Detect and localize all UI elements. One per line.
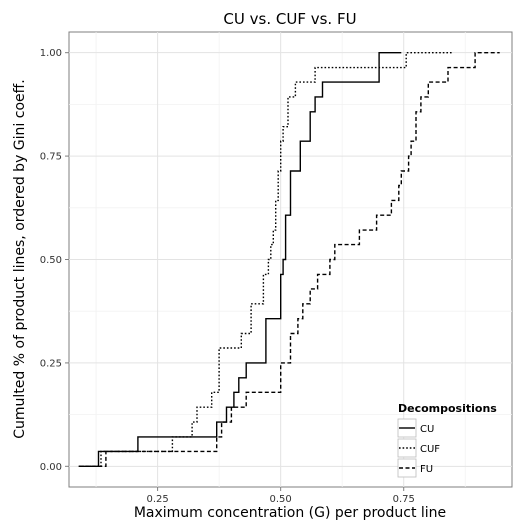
series-group — [78, 52, 500, 467]
legend: Decompositions CU CUF FU — [397, 402, 497, 478]
series-line-fu — [78, 52, 500, 467]
grid — [69, 32, 512, 487]
legend-title: Decompositions — [398, 402, 497, 415]
x-tick-label: 0.75 — [393, 494, 415, 505]
y-axis-label: Cumulted % of product lines, ordered by … — [12, 79, 28, 438]
y-tick-label: 0.50 — [40, 255, 62, 266]
axis-ticks: 0.25 0.50 0.75 0.00 0.25 0.50 0.75 1.00 — [40, 48, 415, 505]
series-line-cu — [78, 52, 402, 467]
chart-title: CU vs. CUF vs. FU — [223, 10, 356, 28]
x-axis-label: Maximum concentration (G) per product li… — [134, 505, 446, 521]
x-tick-label: 0.25 — [146, 494, 168, 505]
legend-label-cu: CU — [420, 424, 434, 435]
y-tick-label: 0.75 — [40, 152, 62, 163]
legend-label-cuf: CUF — [420, 444, 440, 455]
y-tick-label: 0.00 — [40, 462, 62, 473]
y-tick-label: 0.25 — [40, 358, 62, 369]
x-tick-label: 0.50 — [270, 494, 292, 505]
legend-label-fu: FU — [420, 464, 433, 475]
y-tick-label: 1.00 — [40, 48, 62, 59]
